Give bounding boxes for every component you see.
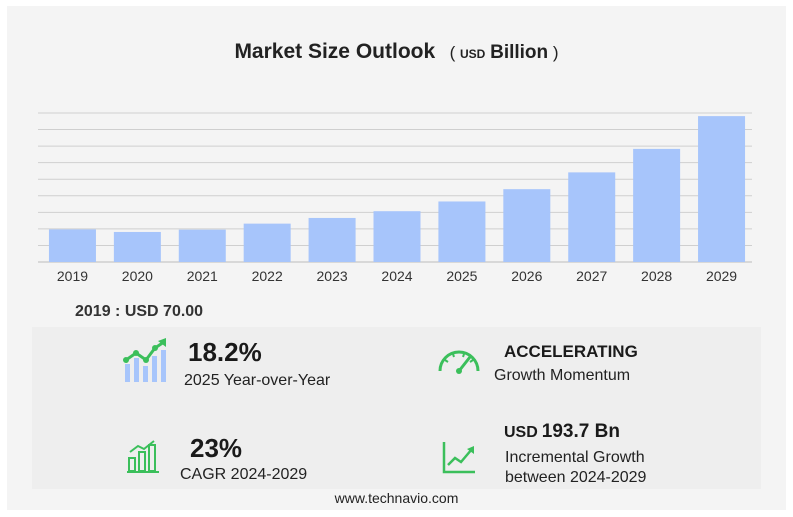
unit-currency: USD — [460, 47, 486, 61]
footer-website: www.technavio.com — [334, 490, 459, 506]
unit-close: ) — [552, 43, 559, 62]
x-tick-label: 2019 — [57, 268, 88, 284]
bar-2029 — [698, 116, 746, 262]
incremental-value: USD 193.7 Bn — [504, 421, 620, 443]
bar-2020 — [113, 231, 161, 262]
x-tick-label: 2027 — [576, 268, 607, 284]
bar-chart-icon — [127, 440, 159, 473]
yoy-value: 18.2% — [188, 337, 262, 367]
bar-2019 — [48, 229, 96, 262]
bar-chart: 2019 2020 2021 2022 2023 2024 2025 2026 2027 2028… — [38, 112, 752, 284]
x-tick-label: 2029 — [706, 268, 737, 284]
incremental-amount: 193.7 Bn — [541, 421, 620, 442]
speedometer-icon — [438, 350, 480, 374]
title-text: Market Size Outlook — [234, 40, 436, 63]
cagr-label: CAGR 2024-2029 — [180, 466, 308, 483]
incremental-label-line2: between 2024-2029 — [505, 469, 647, 486]
momentum-value: ACCELERATING — [504, 342, 638, 361]
bar-2021 — [178, 229, 226, 262]
cagr-value: 23% — [190, 433, 243, 463]
x-tick-label: 2026 — [511, 268, 542, 284]
x-tick-label: 2021 — [187, 268, 218, 284]
incremental-label-line1: Incremental Growth — [505, 449, 645, 466]
bar-2022 — [243, 223, 291, 262]
base-year-label: 2019 : USD 70.00 — [75, 303, 204, 320]
bar-2028 — [633, 148, 681, 262]
bar-2027 — [568, 172, 616, 262]
chart-title: Market Size Outlook ( USD Billion ) — [0, 40, 793, 64]
bar-2024 — [373, 211, 421, 262]
unit-billion: Billion — [490, 42, 549, 63]
x-tick-label: 2028 — [641, 268, 672, 284]
momentum-label: Growth Momentum — [494, 367, 631, 384]
incremental-currency: USD — [504, 424, 538, 441]
growth-chart-icon — [123, 338, 166, 382]
unit-open: ( — [449, 43, 456, 62]
yoy-label: 2025 Year-over-Year — [184, 372, 331, 389]
bar-2026 — [503, 189, 551, 262]
x-tick-label: 2025 — [446, 268, 477, 284]
bar-2023 — [308, 217, 356, 262]
x-tick-label: 2020 — [122, 268, 153, 284]
x-tick-label: 2023 — [317, 268, 348, 284]
bar-2025 — [438, 201, 486, 262]
trend-line-icon — [442, 442, 475, 474]
stats-box — [32, 327, 761, 489]
unit-label: ( USD Billion ) — [449, 42, 559, 63]
x-tick-label: 2022 — [252, 268, 283, 284]
x-tick-label: 2024 — [381, 268, 412, 284]
